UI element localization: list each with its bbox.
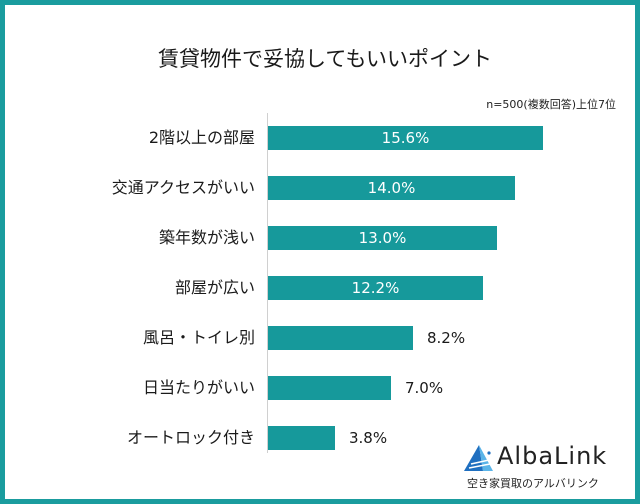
bar xyxy=(268,426,335,450)
albalink-mountain-icon xyxy=(464,445,493,471)
category-axis-line xyxy=(267,113,268,453)
category-label: 交通アクセスがいい xyxy=(111,178,255,197)
logo-tagline: 空き家買取のアルバリンク xyxy=(467,477,599,490)
bar-row: 部屋が広い 12.2% xyxy=(5,276,640,300)
bar: 14.0% xyxy=(268,176,515,200)
value-label: 15.6% xyxy=(381,129,430,147)
bar-row: 風呂・トイレ別 8.2% xyxy=(5,326,640,350)
bar: 13.0% xyxy=(268,226,497,250)
sample-note: n=500(複数回答)上位7位 xyxy=(486,98,616,111)
value-label: 7.0% xyxy=(405,379,444,397)
category-label: オートロック付き xyxy=(126,428,255,447)
value-label: 12.2% xyxy=(351,279,400,297)
value-label: 3.8% xyxy=(349,429,388,447)
value-label: 8.2% xyxy=(427,329,466,347)
bar-row: 築年数が浅い 13.0% xyxy=(5,226,640,250)
category-label: 築年数が浅い xyxy=(158,228,255,247)
value-label: 13.0% xyxy=(358,229,407,247)
bar-row: 交通アクセスがいい 14.0% xyxy=(5,176,640,200)
chart-title: 賃貸物件で妥協してもいいポイント xyxy=(158,47,492,71)
bar-row: 2階以上の部屋 15.6% xyxy=(5,126,640,150)
bar-row: オートロック付き 3.8% xyxy=(5,426,640,450)
logo-wordmark: AlbaLink xyxy=(497,442,608,470)
category-label: 部屋が広い xyxy=(174,278,255,297)
value-label: 14.0% xyxy=(367,179,416,197)
albalink-logo: AlbaLink 空き家買取のアルバリンク xyxy=(463,442,628,498)
bar-row: 日当たりがいい 7.0% xyxy=(5,376,640,400)
bar: 15.6% xyxy=(268,126,543,150)
bar xyxy=(268,326,413,350)
bar xyxy=(268,376,391,400)
category-label: 日当たりがいい xyxy=(142,378,255,397)
bar: 12.2% xyxy=(268,276,483,300)
category-label: 2階以上の部屋 xyxy=(148,128,255,147)
category-label: 風呂・トイレ別 xyxy=(142,328,255,347)
